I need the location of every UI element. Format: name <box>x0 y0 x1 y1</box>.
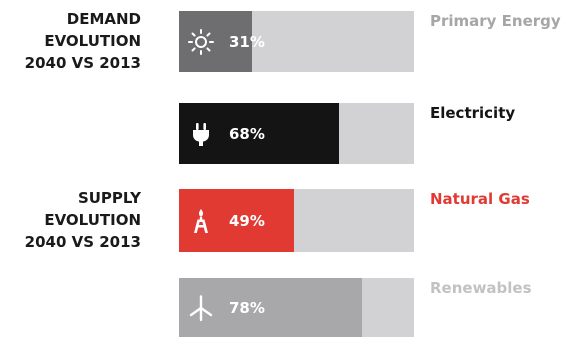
bar-natural-gas: 49% <box>179 189 295 252</box>
bar-track-electricity: 68% <box>179 103 414 164</box>
plug-icon <box>187 120 215 148</box>
supply-section-label: SUPPLY EVOLUTION 2040 VS 2013 <box>24 189 141 251</box>
bar-value-label: 31% <box>229 32 265 51</box>
sun-icon <box>187 28 215 56</box>
bar-track-renewables: 78% <box>179 278 414 337</box>
bar-primary-energy: 31% <box>179 11 265 72</box>
wind-turbine-icon <box>187 294 215 322</box>
category-label-electricity: Electricity <box>430 104 516 122</box>
category-label-primary-energy: Primary Energy <box>430 12 561 30</box>
bar-track-natural-gas: 49% <box>179 189 414 252</box>
bar-value-label: 49% <box>229 211 265 230</box>
bar-track-primary-energy: 31% <box>179 11 414 72</box>
demand-section-label: DEMAND EVOLUTION 2040 VS 2013 <box>24 10 141 72</box>
bar-value-label: 68% <box>229 124 265 143</box>
bar-electricity: 68% <box>179 103 339 164</box>
bar-renewables: 78% <box>179 278 363 337</box>
gas-flame-icon <box>187 207 215 235</box>
bar-value-label: 78% <box>229 298 265 317</box>
category-label-renewables: Renewables <box>430 279 532 297</box>
category-label-natural-gas: Natural Gas <box>430 190 530 208</box>
